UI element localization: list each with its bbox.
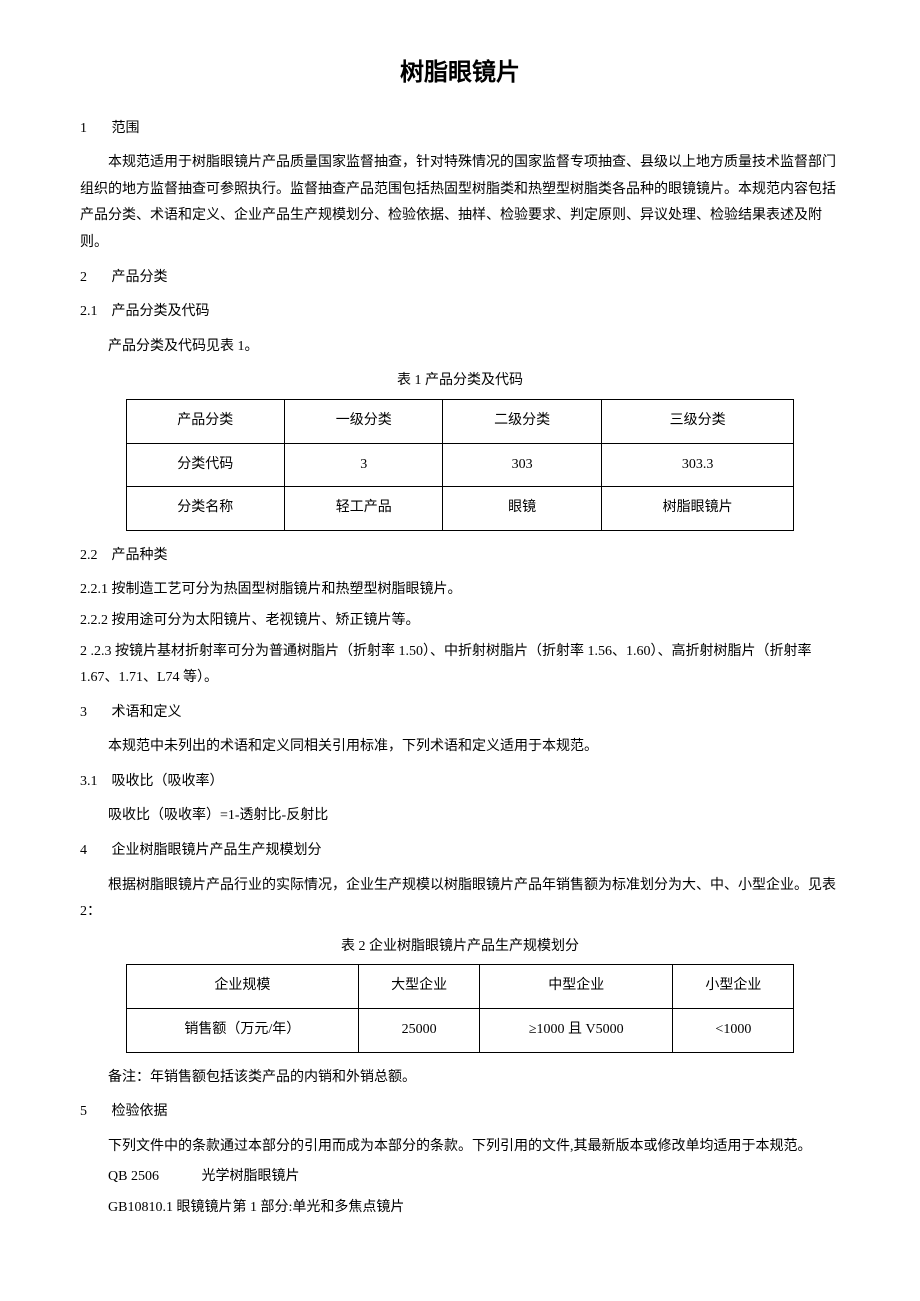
table-cell: 303 — [443, 443, 601, 487]
section-2-heading: 2 产品分类 — [80, 265, 840, 292]
table-row: 产品分类 一级分类 二级分类 三级分类 — [126, 399, 794, 443]
table-1-caption: 表 1 产品分类及代码 — [80, 368, 840, 395]
table-cell: 大型企业 — [359, 965, 480, 1009]
table-cell: 轻工产品 — [285, 487, 443, 531]
table-row: 分类名称 轻工产品 眼镜 树脂眼镜片 — [126, 487, 794, 531]
section-5-title: 检验依据 — [112, 1104, 168, 1119]
reference-2-code: GB10810.1 — [108, 1200, 173, 1215]
table-cell: 中型企业 — [480, 965, 673, 1009]
section-4-num: 4 — [80, 838, 108, 865]
section-1-title: 范围 — [112, 121, 140, 136]
table-cell: 小型企业 — [673, 965, 794, 1009]
reference-2-title: 眼镜镜片第 1 部分:单光和多焦点镜片 — [176, 1200, 404, 1215]
document-title: 树脂眼镜片 — [80, 50, 840, 96]
section-2-2-1: 2.2.1 按制造工艺可分为热固型树脂镜片和热塑型树脂眼镜片。 — [80, 577, 840, 604]
section-5-num: 5 — [80, 1099, 108, 1126]
section-2-2-title: 产品种类 — [112, 548, 168, 563]
section-4-title: 企业树脂眼镜片产品生产规模划分 — [112, 843, 322, 858]
table-cell: 销售额（万元/年） — [126, 1009, 359, 1053]
table-cell: <1000 — [673, 1009, 794, 1053]
table-cell: 3 — [285, 443, 443, 487]
section-4-heading: 4 企业树脂眼镜片产品生产规模划分 — [80, 838, 840, 865]
section-1-heading: 1 范围 — [80, 116, 840, 143]
section-2-2-heading: 2.2 产品种类 — [80, 543, 840, 570]
table-cell: 产品分类 — [126, 399, 284, 443]
section-2-1-title: 产品分类及代码 — [112, 304, 210, 319]
section-3-1-heading: 3.1 吸收比（吸收率） — [80, 769, 840, 796]
section-4-body: 根据树脂眼镜片产品行业的实际情况，企业生产规模以树脂眼镜片产品年销售额为标准划分… — [80, 873, 840, 926]
section-2-2-num: 2.2 — [80, 543, 108, 570]
table-cell: 企业规模 — [126, 965, 359, 1009]
reference-1-title: 光学树脂眼镜片 — [202, 1169, 300, 1184]
table-cell: 303.3 — [601, 443, 794, 487]
table-row: 销售额（万元/年） 25000 ≥1000 且 V5000 <1000 — [126, 1009, 794, 1053]
section-5-body: 下列文件中的条款通过本部分的引用而成为本部分的条款。下列引用的文件,其最新版本或… — [80, 1134, 840, 1161]
section-2-num: 2 — [80, 265, 108, 292]
table-1: 产品分类 一级分类 二级分类 三级分类 分类代码 3 303 303.3 分类名… — [126, 399, 795, 531]
table-cell: 三级分类 — [601, 399, 794, 443]
table-cell: 一级分类 — [285, 399, 443, 443]
section-2-1-body: 产品分类及代码见表 1。 — [80, 334, 840, 361]
section-2-1-num: 2.1 — [80, 299, 108, 326]
section-3-1-title: 吸收比（吸收率） — [112, 774, 224, 789]
section-2-title: 产品分类 — [112, 270, 168, 285]
section-3-heading: 3 术语和定义 — [80, 700, 840, 727]
section-3-body: 本规范中未列出的术语和定义同相关引用标准，下列术语和定义适用于本规范。 — [80, 734, 840, 761]
table-2-note: 备注：年销售额包括该类产品的内销和外销总额。 — [80, 1065, 840, 1092]
table-cell: 分类名称 — [126, 487, 284, 531]
section-1-body: 本规范适用于树脂眼镜片产品质量国家监督抽查，针对特殊情况的国家监督专项抽查、县级… — [80, 150, 840, 256]
table-cell: 眼镜 — [443, 487, 601, 531]
table-cell: 二级分类 — [443, 399, 601, 443]
section-2-2-2: 2.2.2 按用途可分为太阳镜片、老视镜片、矫正镜片等。 — [80, 608, 840, 635]
section-2-1-heading: 2.1 产品分类及代码 — [80, 299, 840, 326]
section-2-2-3: 2 .2.3 按镜片基材折射率可分为普通树脂片（折射率 1.50）、中折射树脂片… — [80, 639, 840, 692]
section-3-1-num: 3.1 — [80, 769, 108, 796]
section-3-num: 3 — [80, 700, 108, 727]
table-row: 分类代码 3 303 303.3 — [126, 443, 794, 487]
section-3-title: 术语和定义 — [112, 705, 182, 720]
table-cell: ≥1000 且 V5000 — [480, 1009, 673, 1053]
reference-1: QB 2506 光学树脂眼镜片 — [108, 1164, 840, 1191]
table-cell: 树脂眼镜片 — [601, 487, 794, 531]
section-1-num: 1 — [80, 116, 108, 143]
table-row: 企业规模 大型企业 中型企业 小型企业 — [126, 965, 794, 1009]
section-3-1-body: 吸收比（吸收率）=1-透射比-反射比 — [80, 803, 840, 830]
reference-1-code: QB 2506 — [108, 1164, 198, 1191]
table-cell: 分类代码 — [126, 443, 284, 487]
table-cell: 25000 — [359, 1009, 480, 1053]
table-2-caption: 表 2 企业树脂眼镜片产品生产规模划分 — [80, 934, 840, 961]
reference-2: GB10810.1 眼镜镜片第 1 部分:单光和多焦点镜片 — [108, 1195, 840, 1222]
table-2: 企业规模 大型企业 中型企业 小型企业 销售额（万元/年） 25000 ≥100… — [126, 964, 795, 1052]
section-5-heading: 5 检验依据 — [80, 1099, 840, 1126]
